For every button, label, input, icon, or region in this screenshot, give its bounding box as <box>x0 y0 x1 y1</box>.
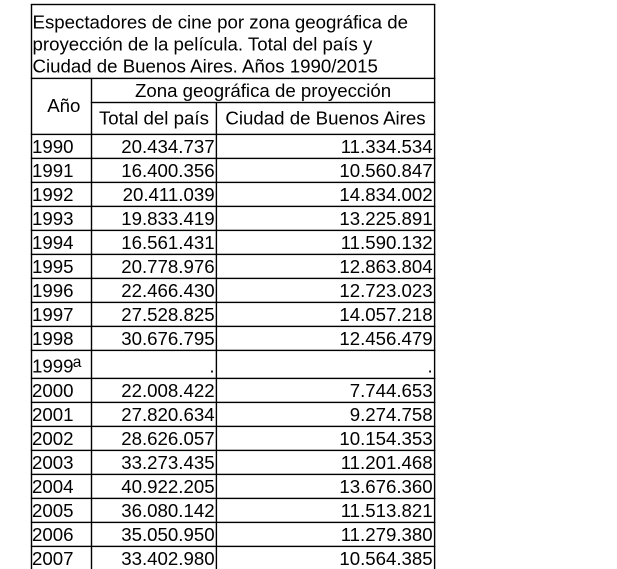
svg-text:Ciudad de Buenos Aires. Años 1: Ciudad de Buenos Aires. Años 1990/2015 <box>33 56 378 77</box>
svg-text:33.273.435: 33.273.435 <box>121 452 214 473</box>
svg-text:1992: 1992 <box>32 184 74 205</box>
svg-text:11.279.380: 11.279.380 <box>341 524 433 545</box>
svg-text:11.513.821: 11.513.821 <box>341 500 433 521</box>
svg-text:2003: 2003 <box>32 452 74 473</box>
svg-text:35.050.950: 35.050.950 <box>121 524 214 545</box>
svg-text:2005: 2005 <box>32 500 74 521</box>
svg-text:1991: 1991 <box>32 160 74 181</box>
svg-text:20.778.976: 20.778.976 <box>121 256 214 277</box>
svg-text:19.833.419: 19.833.419 <box>121 208 214 229</box>
svg-text:1993: 1993 <box>32 208 74 229</box>
svg-text:10.154.353: 10.154.353 <box>339 428 432 449</box>
svg-text:1990: 1990 <box>32 136 74 157</box>
svg-text:22.466.430: 22.466.430 <box>121 280 214 301</box>
svg-text:Total del país: Total del país <box>99 108 209 129</box>
svg-text:1998: 1998 <box>32 328 74 349</box>
svg-text:.: . <box>209 355 214 376</box>
svg-text:12.863.804: 12.863.804 <box>339 256 432 277</box>
svg-text:30.676.795: 30.676.795 <box>121 328 214 349</box>
svg-text:13.676.360: 13.676.360 <box>339 476 432 497</box>
svg-text:16.561.431: 16.561.431 <box>121 232 214 253</box>
svg-text:11.590.132: 11.590.132 <box>341 232 433 253</box>
svg-text:2007: 2007 <box>32 548 74 569</box>
svg-text:16.400.356: 16.400.356 <box>121 160 214 181</box>
svg-text:12.723.023: 12.723.023 <box>339 280 432 301</box>
svg-text:27.820.634: 27.820.634 <box>121 404 214 425</box>
svg-text:2000: 2000 <box>32 380 74 401</box>
svg-text:11.334.534: 11.334.534 <box>341 136 433 157</box>
svg-text:1994: 1994 <box>32 232 74 253</box>
svg-text:9.274.758: 9.274.758 <box>350 404 433 425</box>
svg-text:36.080.142: 36.080.142 <box>121 500 214 521</box>
svg-text:14.057.218: 14.057.218 <box>339 304 432 325</box>
svg-text:28.626.057: 28.626.057 <box>121 428 214 449</box>
svg-text:1999: 1999 <box>32 355 74 376</box>
svg-text:1996: 1996 <box>32 280 74 301</box>
svg-text:22.008.422: 22.008.422 <box>121 380 214 401</box>
svg-text:20.434.737: 20.434.737 <box>121 136 214 157</box>
svg-text:10.564.385: 10.564.385 <box>339 548 432 569</box>
svg-text:27.528.825: 27.528.825 <box>121 304 214 325</box>
svg-text:1995: 1995 <box>32 256 74 277</box>
svg-text:20.411.039: 20.411.039 <box>123 184 215 205</box>
svg-text:2006: 2006 <box>32 524 74 545</box>
svg-text:33.402.980: 33.402.980 <box>121 548 214 569</box>
svg-text:a: a <box>73 354 82 371</box>
svg-text:2004: 2004 <box>32 476 74 497</box>
svg-text:14.834.002: 14.834.002 <box>339 184 432 205</box>
svg-text:7.744.653: 7.744.653 <box>350 380 433 401</box>
svg-text:Año: Año <box>47 95 80 116</box>
svg-text:40.922.205: 40.922.205 <box>121 476 214 497</box>
svg-text:10.560.847: 10.560.847 <box>339 160 432 181</box>
svg-text:1997: 1997 <box>32 304 74 325</box>
svg-text:13.225.891: 13.225.891 <box>339 208 432 229</box>
svg-text:2001: 2001 <box>32 404 74 425</box>
svg-text:Zona geográfica de proyección: Zona geográfica de proyección <box>135 80 391 101</box>
svg-text:proyección de la película. Tot: proyección de la película. Total del paí… <box>33 33 373 54</box>
svg-text:.: . <box>428 355 433 376</box>
svg-text:Espectadores de cine por zona: Espectadores de cine por zona geográfica… <box>33 11 408 32</box>
svg-text:2002: 2002 <box>32 428 74 449</box>
svg-text:12.456.479: 12.456.479 <box>339 328 432 349</box>
svg-text:11.201.468: 11.201.468 <box>341 452 433 473</box>
svg-text:Ciudad de Buenos Aires: Ciudad de Buenos Aires <box>225 108 425 129</box>
